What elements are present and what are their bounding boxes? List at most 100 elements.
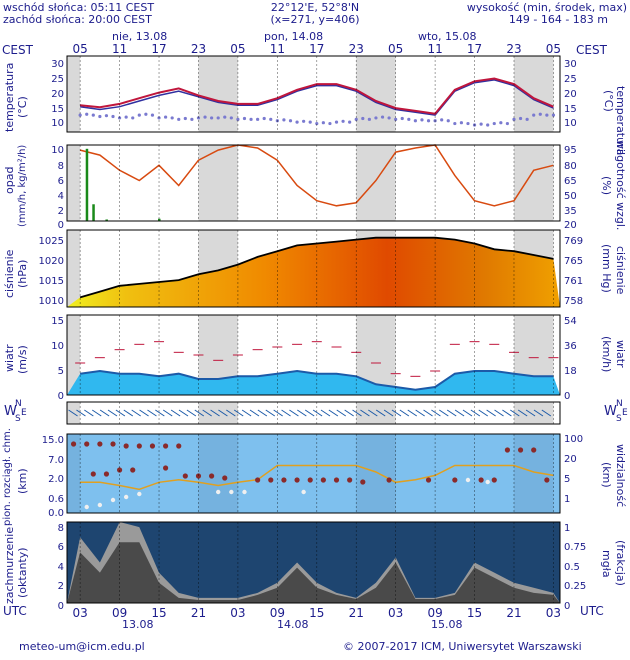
dew-point-dot (262, 116, 266, 121)
y-tick-right: 1 (564, 494, 570, 505)
wind-direction-arrow (162, 409, 173, 417)
precip-night-band (356, 145, 396, 221)
y-tick-left: 2 (58, 581, 64, 592)
y-tick-right: 65 (564, 176, 577, 187)
utc-hour-tick: 15 (309, 606, 324, 620)
cloud-layer-dot (136, 443, 142, 449)
temperature-night-band (67, 56, 81, 132)
cloud-low-area (67, 542, 560, 603)
dew-point-dot (499, 121, 503, 125)
precip-panel-frame (66, 144, 561, 222)
y-tick-right: 20 (564, 454, 577, 465)
cloud-base-dot (123, 494, 129, 500)
dew-point-dot (466, 121, 470, 126)
dew-point-dot (354, 117, 358, 121)
dew-point-dot (295, 120, 299, 124)
cloud-layer-dot (110, 441, 116, 447)
y-tick-left: 7.0 (48, 455, 64, 466)
coordinates-text: 22°12'E, 52°8'N (270, 1, 360, 14)
wind-unit-right: (km/h) (600, 336, 613, 373)
wind-direction-arrow (123, 409, 134, 417)
wind-direction-arrow (439, 409, 449, 417)
wind-direction-arrow (68, 409, 78, 417)
dew-point-dot (518, 116, 523, 121)
y-tick-left: 1025 (39, 236, 64, 247)
wind-direction-arrow (107, 409, 118, 417)
visibility-night-band (198, 434, 238, 513)
dew-point-dot (229, 116, 233, 120)
temp-label-left: temperatura (3, 62, 16, 132)
utc-hour-tick: 03 (546, 606, 561, 620)
dew-point-dot (302, 119, 306, 123)
local-hour-tick: 05 (73, 42, 88, 56)
dew-point-dot (164, 115, 168, 119)
temperature-night-band (513, 56, 554, 132)
wind-direction-arrow (368, 409, 378, 417)
wind-direction-arrow (510, 409, 520, 417)
cloud-layer-dot (281, 477, 287, 483)
cloud-layer-dot (268, 477, 274, 483)
cloud-layer-dot (531, 447, 537, 453)
local-hour-tick: 17 (151, 42, 166, 56)
wind-direction-arrow (147, 409, 157, 417)
wind-direction-arrow (391, 409, 402, 417)
pressure-area (67, 237, 560, 307)
utc-hour-tick: 21 (506, 606, 521, 620)
cloud-layer-dot (163, 443, 169, 449)
dew-point-dot (459, 121, 463, 125)
wind-direction-arrow (407, 409, 418, 417)
y-tick-left: 0.6 (48, 494, 64, 505)
precip-bar (92, 204, 95, 221)
dew-point-dot (492, 121, 496, 126)
wind-direction-arrow (533, 409, 544, 417)
utc-hour-tick: 03 (230, 606, 245, 620)
wind-direction-arrow (257, 409, 268, 417)
dew-point-dot (144, 112, 148, 116)
cloud-base-dot (301, 489, 306, 495)
wind-label-right: wiatr (614, 340, 627, 368)
dew-point-dot (288, 119, 293, 123)
wind-direction-arrow (297, 409, 307, 417)
y-tick-right: 0.25 (564, 581, 586, 592)
wind-panel-frame (66, 314, 561, 396)
dew-point-dot (203, 115, 207, 119)
y-tick-left: 0 (58, 391, 64, 402)
direction-panel-bg (67, 402, 560, 424)
y-tick-left: 25 (51, 74, 64, 85)
dew-point-dot (170, 116, 174, 120)
y-tick-right: 50 (564, 191, 577, 202)
cloud-layer-dot (182, 473, 188, 479)
dir-n-right: N (616, 399, 623, 409)
grid-point-text: (x=271, y=406) (270, 13, 360, 26)
dew-point-dot (525, 117, 529, 121)
wind-direction-arrow (454, 409, 465, 417)
dew-point-dot (150, 113, 155, 117)
y-tick-right: 0 (564, 391, 570, 402)
cloud-depth-unit-left: (km) (16, 468, 29, 494)
wind-direction-arrow (84, 409, 94, 417)
y-tick-left: 30 (51, 59, 64, 70)
y-tick-left: 0 (58, 220, 64, 231)
timezone-label-right: CEST (576, 43, 607, 57)
wind-unit-left: (m/s) (16, 345, 29, 374)
wind-direction-arrow (423, 409, 433, 417)
cloud-layer-dot (97, 441, 103, 447)
visibility-panel-frame (66, 433, 561, 514)
wind-direction-arrow (202, 409, 212, 417)
wind-direction-arrow (486, 409, 496, 417)
dew-point-dot (486, 123, 490, 127)
y-tick-right: 761 (564, 276, 583, 287)
dew-point-dot (242, 116, 247, 121)
footer-email[interactable]: meteo-um@icm.edu.pl (19, 640, 145, 653)
wind-direction-arrow (336, 409, 347, 417)
temperature-night-band (198, 56, 238, 132)
dew-point-dot (111, 114, 115, 119)
wind-direction-arrow (155, 409, 165, 417)
dew-point-dot (131, 116, 135, 120)
wind-direction-arrow (431, 409, 441, 417)
cloud-layer-dot (294, 477, 300, 483)
cloud-layer-dot (149, 443, 156, 449)
wind-direction-arrow (525, 409, 536, 417)
dew-point-dot (532, 113, 536, 117)
